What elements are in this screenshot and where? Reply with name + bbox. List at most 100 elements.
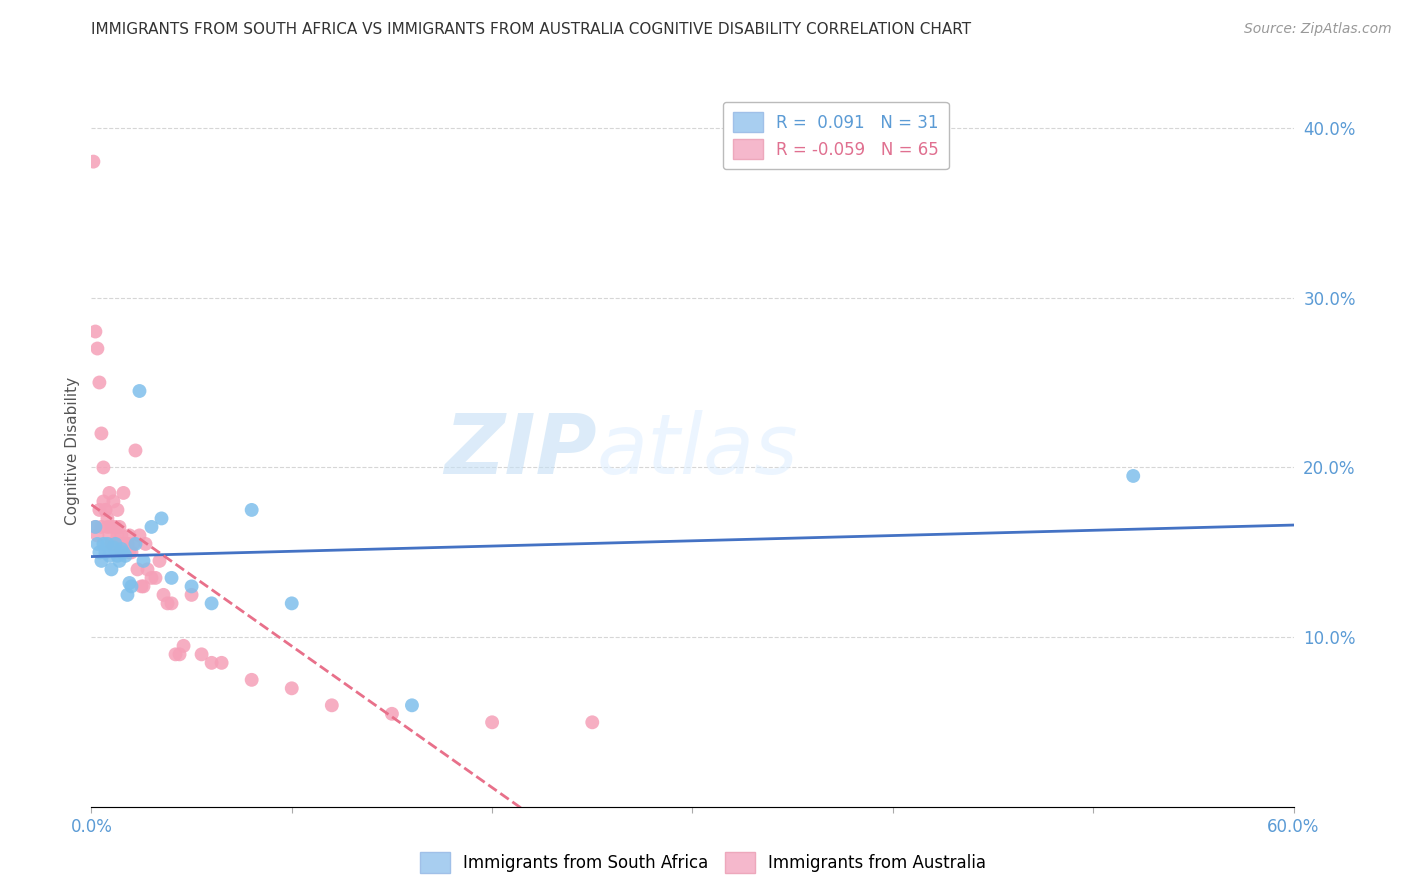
Point — [124, 443, 146, 458]
Point — [321, 698, 343, 713]
Point — [93, 537, 115, 551]
Point — [94, 503, 117, 517]
Point — [98, 486, 121, 500]
Point — [107, 528, 129, 542]
Point — [481, 715, 503, 730]
Point — [96, 520, 118, 534]
Point — [201, 596, 224, 610]
Point — [121, 579, 143, 593]
Point — [128, 384, 150, 398]
Point — [128, 528, 150, 542]
Legend: Immigrants from South Africa, Immigrants from Australia: Immigrants from South Africa, Immigrants… — [413, 846, 993, 880]
Point — [190, 648, 212, 662]
Y-axis label: Cognitive Disability: Cognitive Disability — [65, 376, 80, 524]
Point — [100, 562, 122, 576]
Point — [401, 698, 423, 713]
Point — [148, 554, 170, 568]
Point — [131, 579, 153, 593]
Point — [103, 494, 125, 508]
Point — [93, 494, 115, 508]
Point — [104, 520, 127, 534]
Point — [211, 656, 233, 670]
Text: atlas: atlas — [596, 410, 799, 491]
Point — [117, 537, 139, 551]
Point — [381, 706, 404, 721]
Point — [108, 537, 131, 551]
Point — [89, 503, 111, 517]
Point — [90, 554, 112, 568]
Point — [122, 537, 145, 551]
Point — [141, 571, 163, 585]
Point — [127, 562, 149, 576]
Point — [141, 520, 163, 534]
Point — [86, 537, 108, 551]
Point — [114, 549, 136, 563]
Point — [110, 545, 132, 559]
Point — [180, 588, 202, 602]
Point — [103, 541, 125, 555]
Point — [114, 537, 136, 551]
Point — [173, 639, 195, 653]
Point — [160, 571, 183, 585]
Text: ZIP: ZIP — [444, 410, 596, 491]
Point — [240, 673, 263, 687]
Point — [160, 596, 183, 610]
Point — [121, 545, 143, 559]
Point — [581, 715, 603, 730]
Point — [96, 537, 118, 551]
Point — [98, 549, 121, 563]
Point — [112, 486, 135, 500]
Point — [118, 545, 141, 559]
Point — [281, 596, 304, 610]
Point — [86, 528, 108, 542]
Point — [124, 537, 146, 551]
Point — [169, 648, 191, 662]
Point — [118, 528, 141, 542]
Point — [117, 588, 139, 602]
Point — [89, 545, 111, 559]
Legend: R =  0.091   N = 31, R = -0.059   N = 65: R = 0.091 N = 31, R = -0.059 N = 65 — [723, 102, 949, 169]
Point — [103, 537, 125, 551]
Point — [240, 503, 263, 517]
Point — [150, 511, 173, 525]
Point — [107, 503, 129, 517]
Point — [93, 460, 115, 475]
Text: Source: ZipAtlas.com: Source: ZipAtlas.com — [1244, 22, 1392, 37]
Point — [118, 576, 141, 591]
Point — [165, 648, 187, 662]
Point — [136, 562, 159, 576]
Text: IMMIGRANTS FROM SOUTH AFRICA VS IMMIGRANTS FROM AUSTRALIA COGNITIVE DISABILITY C: IMMIGRANTS FROM SOUTH AFRICA VS IMMIGRAN… — [91, 22, 972, 37]
Point — [94, 545, 117, 559]
Point — [132, 579, 155, 593]
Point — [152, 588, 174, 602]
Point — [134, 537, 156, 551]
Point — [84, 325, 107, 339]
Point — [82, 154, 104, 169]
Point — [110, 528, 132, 542]
Point — [90, 426, 112, 441]
Point — [89, 376, 111, 390]
Point — [112, 545, 135, 559]
Point — [86, 342, 108, 356]
Point — [104, 537, 127, 551]
Point — [98, 528, 121, 542]
Point — [108, 520, 131, 534]
Point — [110, 541, 132, 556]
Point — [281, 681, 304, 696]
Point — [108, 554, 131, 568]
Point — [107, 549, 129, 563]
Point — [156, 596, 179, 610]
Point — [132, 554, 155, 568]
Point — [117, 537, 139, 551]
Point — [112, 537, 135, 551]
Point — [100, 537, 122, 551]
Point — [145, 571, 167, 585]
Point — [114, 537, 136, 551]
Point — [201, 656, 224, 670]
Point — [90, 520, 112, 534]
Point — [104, 537, 127, 551]
Point — [180, 579, 202, 593]
Point — [100, 520, 122, 534]
Point — [84, 520, 107, 534]
Point — [94, 503, 117, 517]
